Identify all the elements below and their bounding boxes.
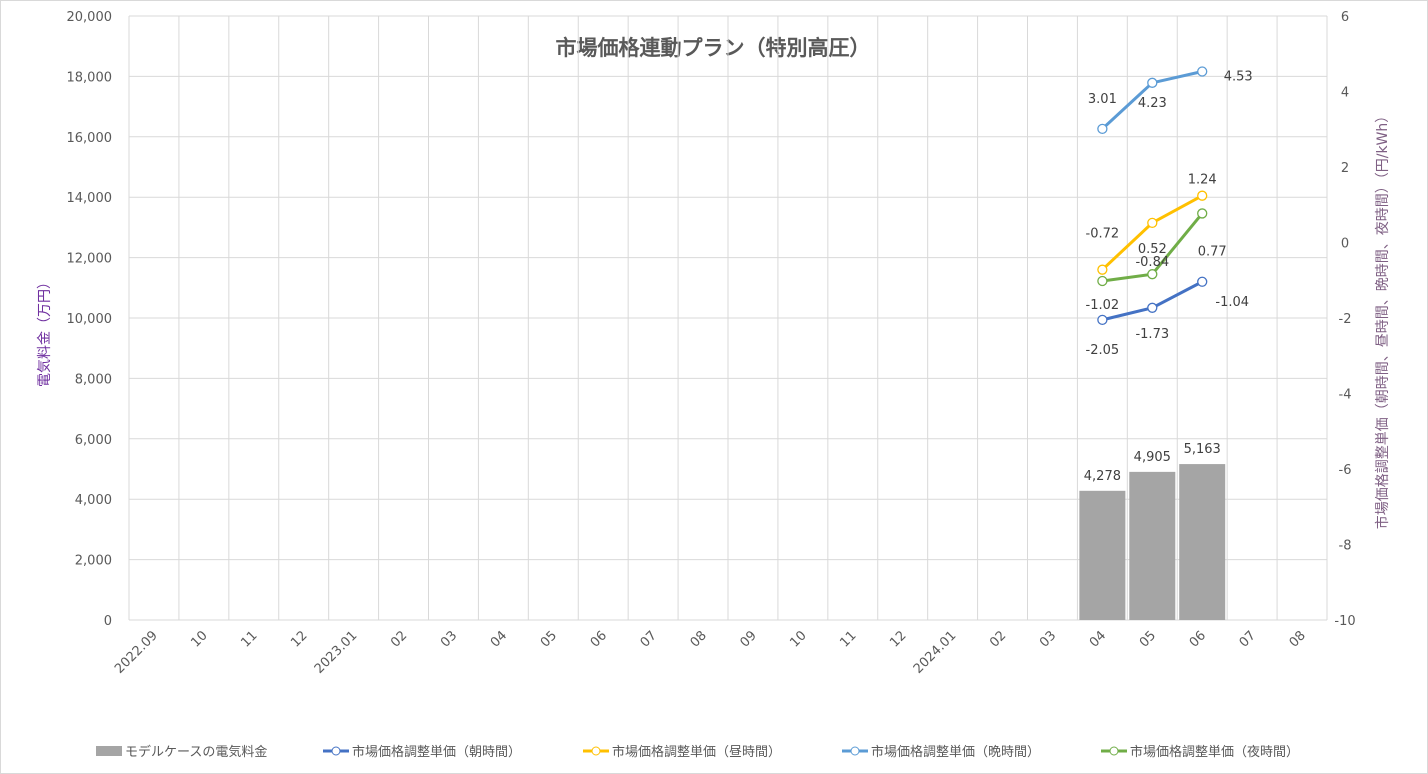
bar-data-label: 5,163 (1184, 442, 1221, 457)
data-point (1097, 264, 1108, 275)
bar (1179, 464, 1226, 620)
data-label: -0.72 (1086, 227, 1120, 242)
y2-tick-label: 4 (1341, 86, 1349, 101)
data-label: 3.01 (1088, 92, 1117, 107)
x-tick-label: 07 (638, 628, 660, 650)
y-tick-label: 20,000 (67, 10, 113, 25)
x-tick-label: 2022.09 (112, 628, 161, 677)
legend-label: 市場価格調整単価（昼時間） (612, 744, 781, 760)
x-tick-label: 2023.01 (312, 628, 361, 677)
legend-marker (850, 746, 860, 756)
y-tick-label: 8,000 (75, 372, 112, 387)
x-tick-label: 11 (837, 628, 859, 650)
x-tick-label: 03 (438, 628, 460, 650)
data-point (1197, 66, 1208, 77)
legend-label: 市場価格調整単価（晩時間） (871, 744, 1040, 760)
x-tick-label: 11 (238, 628, 260, 650)
bar-data-label: 4,905 (1134, 450, 1171, 465)
data-point (1147, 77, 1158, 88)
x-tick-label: 02 (388, 628, 410, 650)
x-tick-label: 09 (737, 628, 759, 650)
legend-marker (331, 746, 341, 756)
legend-label: モデルケースの電気料金 (125, 744, 267, 760)
y-tick-label: 18,000 (67, 70, 113, 85)
data-point (1097, 314, 1108, 326)
bar-data-label: 4,278 (1084, 469, 1121, 484)
y-tick-label: 6,000 (75, 433, 112, 448)
data-point (1197, 276, 1208, 287)
data-label: 1.24 (1188, 173, 1217, 188)
data-point (1197, 208, 1208, 219)
x-tick-label: 02 (987, 628, 1009, 650)
bar (1079, 490, 1126, 620)
data-point (1097, 275, 1108, 287)
y-tick-label: 0 (104, 614, 112, 629)
x-tick-label: 07 (1237, 628, 1259, 650)
x-tick-label: 08 (1287, 628, 1309, 650)
x-tick-label: 05 (1137, 628, 1159, 650)
x-tick-label: 12 (887, 628, 909, 650)
x-tick-label: 06 (588, 628, 610, 650)
data-label: -0.84 (1135, 255, 1169, 270)
chart-title: 市場価格連動プラン（特別高圧） (556, 36, 871, 60)
data-point (1197, 190, 1208, 201)
data-point (1147, 302, 1158, 313)
data-label: 4.23 (1138, 96, 1167, 111)
x-tick-label: 08 (688, 628, 710, 650)
y-tick-label: 10,000 (67, 312, 113, 327)
bar (1129, 471, 1176, 620)
y2-tick-label: -8 (1339, 539, 1352, 554)
legend-marker (1109, 746, 1119, 756)
data-point (1147, 217, 1158, 229)
legend-marker (591, 746, 601, 756)
data-label: 0.77 (1198, 244, 1227, 259)
y-tick-label: 14,000 (67, 191, 113, 206)
data-label: -1.04 (1215, 295, 1249, 310)
data-label: -1.73 (1135, 327, 1169, 342)
data-label: 4.53 (1224, 69, 1253, 84)
x-tick-label: 10 (787, 628, 809, 650)
x-tick-label: 04 (1087, 628, 1109, 650)
data-label: 0.52 (1138, 242, 1167, 257)
y2-tick-label: -6 (1339, 463, 1352, 478)
data-label: -2.05 (1086, 343, 1120, 358)
y2-tick-label: -10 (1334, 614, 1355, 629)
y2-tick-label: 2 (1341, 161, 1349, 176)
data-point (1147, 269, 1158, 280)
y2-tick-label: 6 (1341, 10, 1349, 25)
y-tick-label: 12,000 (67, 252, 113, 267)
x-tick-label: 03 (1037, 628, 1059, 650)
y-axis-label: 電気料金（万円） (37, 275, 53, 387)
x-tick-label: 12 (288, 628, 310, 650)
x-tick-label: 04 (488, 628, 510, 650)
x-tick-label: 05 (538, 628, 560, 650)
x-tick-label: 06 (1187, 628, 1209, 650)
legend-label: 市場価格調整単価（夜時間） (1130, 744, 1299, 760)
data-label: -1.02 (1086, 298, 1120, 313)
y-tick-label: 16,000 (67, 131, 113, 146)
y2-tick-label: -2 (1339, 312, 1352, 327)
x-tick-label: 2024.01 (911, 628, 960, 677)
x-tick-label: 10 (188, 628, 210, 650)
legend-label: 市場価格調整単価（朝時間） (352, 744, 521, 760)
y-tick-label: 4,000 (75, 493, 112, 508)
y2-tick-label: 0 (1341, 237, 1349, 252)
y2-axis-label: 市場価格調整単価（朝時間、昼時間、晩時間、夜時間）（円/kWh） (1374, 109, 1391, 530)
y2-tick-label: -4 (1339, 388, 1352, 403)
legend-swatch-bar (96, 746, 122, 756)
y-tick-label: 2,000 (75, 554, 112, 569)
data-point (1097, 123, 1108, 135)
